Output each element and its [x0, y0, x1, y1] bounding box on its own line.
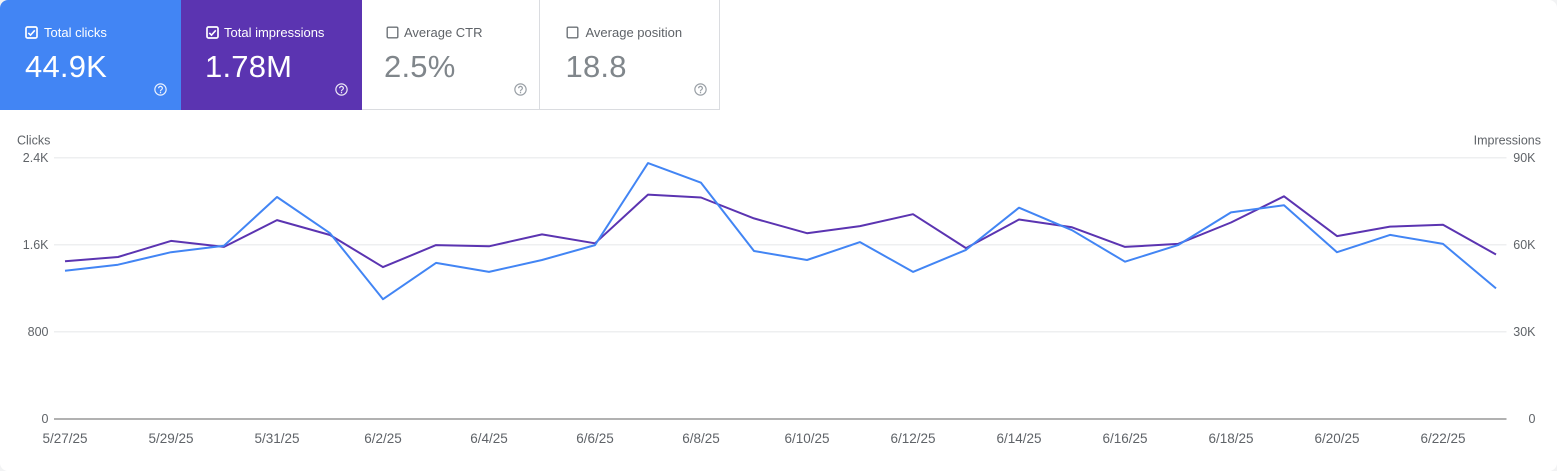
svg-text:60K: 60K: [1513, 238, 1536, 252]
svg-text:30K: 30K: [1513, 325, 1536, 339]
svg-text:6/8/25: 6/8/25: [682, 431, 720, 446]
svg-text:6/14/25: 6/14/25: [996, 431, 1041, 446]
svg-text:6/10/25: 6/10/25: [784, 431, 829, 446]
svg-text:Clicks: Clicks: [17, 134, 50, 148]
svg-text:1.6K: 1.6K: [23, 238, 49, 252]
svg-text:2.4K: 2.4K: [23, 151, 49, 165]
svg-text:6/16/25: 6/16/25: [1102, 431, 1147, 446]
svg-text:5/31/25: 5/31/25: [254, 431, 299, 446]
svg-text:90K: 90K: [1513, 151, 1536, 165]
svg-text:6/12/25: 6/12/25: [890, 431, 935, 446]
svg-text:6/22/25: 6/22/25: [1420, 431, 1465, 446]
svg-text:6/18/25: 6/18/25: [1208, 431, 1253, 446]
svg-text:6/2/25: 6/2/25: [364, 431, 402, 446]
svg-text:5/27/25: 5/27/25: [42, 431, 87, 446]
svg-text:6/4/25: 6/4/25: [470, 431, 508, 446]
svg-text:6/20/25: 6/20/25: [1314, 431, 1359, 446]
svg-text:0: 0: [1529, 412, 1536, 426]
svg-text:Impressions: Impressions: [1474, 134, 1541, 148]
svg-text:6/6/25: 6/6/25: [576, 431, 614, 446]
svg-text:800: 800: [28, 325, 49, 339]
svg-text:0: 0: [42, 412, 49, 426]
svg-text:5/29/25: 5/29/25: [148, 431, 193, 446]
